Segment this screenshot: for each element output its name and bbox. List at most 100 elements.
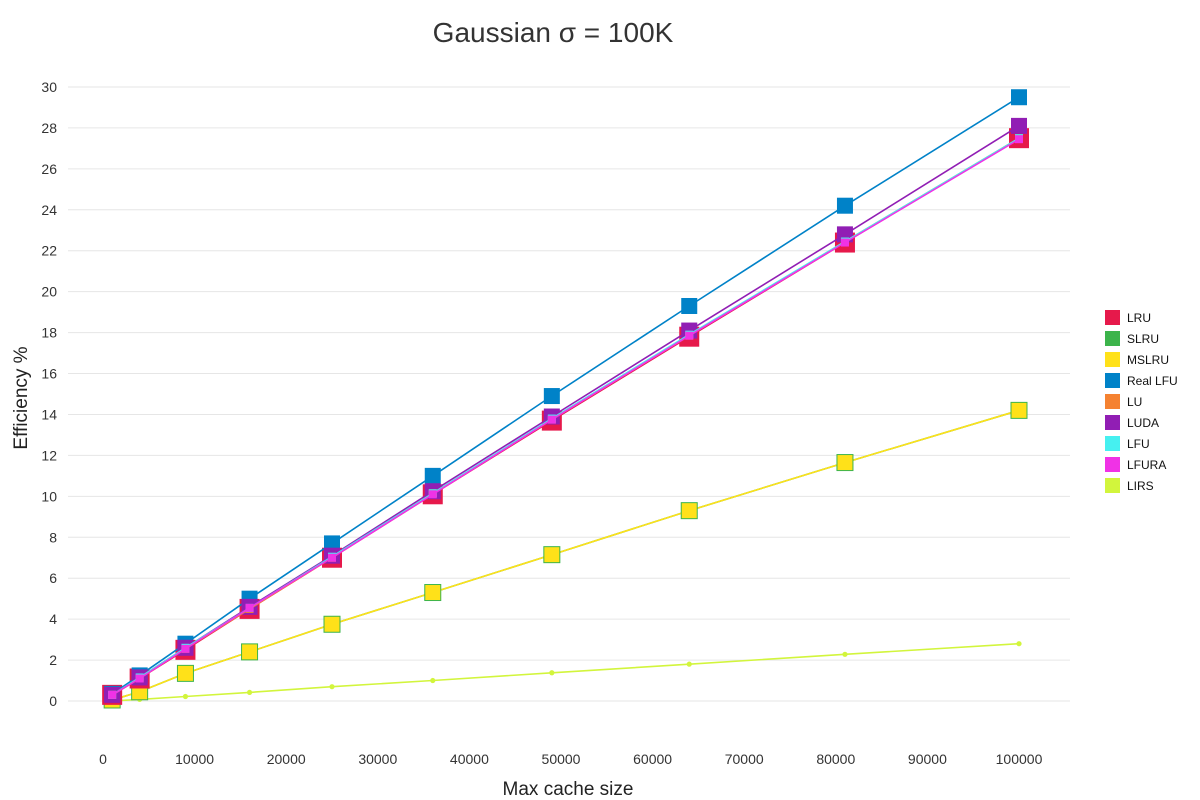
data-point [108, 690, 117, 699]
data-point [836, 197, 853, 214]
y-tick-label: 28 [41, 120, 57, 136]
data-point [685, 331, 694, 340]
x-axis-label: Max cache size [503, 779, 634, 800]
series-line [111, 138, 1020, 696]
series-lfura [108, 135, 1023, 699]
legend-swatch [1105, 457, 1120, 472]
legend-swatch [1105, 310, 1120, 325]
data-point [1011, 117, 1027, 134]
legend-swatch [1105, 352, 1120, 367]
data-point [1011, 89, 1027, 106]
x-tick-label: 40000 [450, 751, 489, 767]
legend-label: SLRU [1127, 332, 1159, 346]
x-tick-label: 50000 [542, 751, 581, 767]
data-point [424, 467, 441, 484]
legend-swatch [1105, 436, 1120, 451]
data-point [680, 502, 698, 520]
series-slru [104, 402, 1027, 708]
y-tick-label: 20 [41, 284, 57, 300]
legend-item: LIRS [1105, 478, 1154, 493]
x-tick-label: 0 [99, 751, 107, 767]
legend-swatch [1105, 373, 1120, 388]
x-tick-label: 60000 [633, 751, 672, 767]
y-tick-label: 2 [49, 652, 57, 668]
series-group [102, 89, 1029, 709]
data-point [549, 670, 555, 676]
data-point [176, 664, 194, 682]
legend-label: MSLRU [1127, 353, 1169, 367]
legend-label: LU [1127, 395, 1142, 409]
y-tick-label: 14 [41, 406, 57, 422]
legend-swatch [1105, 478, 1120, 493]
x-tick-label: 70000 [725, 751, 764, 767]
data-point [840, 238, 849, 247]
series-line [111, 409, 1020, 701]
legend-label: LIRS [1127, 479, 1154, 493]
series-line [112, 642, 1020, 702]
y-tick-label: 12 [41, 447, 57, 463]
y-tick-label: 30 [41, 79, 57, 95]
y-tick-label: 18 [41, 325, 57, 341]
legend-item: LFU [1105, 436, 1150, 451]
y-tick-label: 26 [41, 161, 57, 177]
grid [68, 86, 1070, 702]
x-tick-label: 30000 [358, 751, 397, 767]
x-tick-label: 80000 [816, 751, 855, 767]
data-point [181, 644, 190, 653]
legend-item: LRU [1105, 310, 1151, 325]
x-tick-label: 20000 [267, 751, 306, 767]
data-point [324, 535, 340, 552]
legend-label: LFURA [1127, 458, 1166, 472]
y-axis-label: Efficiency % [11, 346, 32, 449]
data-point [328, 553, 336, 562]
legend-item: MSLRU [1105, 352, 1169, 367]
series-line [111, 96, 1020, 695]
legend-swatch [1105, 331, 1120, 346]
legend-item: LU [1105, 394, 1142, 409]
x-tick-label: 90000 [908, 751, 947, 767]
data-point [241, 643, 259, 661]
data-point [424, 584, 442, 602]
legend-label: Real LFU [1127, 374, 1178, 388]
legend-item: SLRU [1105, 331, 1159, 346]
legend-swatch [1105, 394, 1120, 409]
x-tick-label: 10000 [175, 751, 214, 767]
data-point [681, 297, 698, 314]
y-tick-label: 16 [41, 366, 57, 382]
y-tick-label: 8 [49, 529, 57, 545]
data-point [543, 546, 561, 564]
series-line [111, 137, 1020, 696]
y-tick-label: 4 [49, 611, 57, 627]
x-tick-label: 100000 [996, 751, 1043, 767]
legend-item: LUDA [1105, 415, 1159, 430]
legend-label: LUDA [1127, 416, 1159, 430]
legend-label: LFU [1127, 437, 1150, 451]
data-point [686, 661, 692, 667]
legend-item: LFURA [1105, 457, 1166, 472]
data-point [836, 454, 854, 472]
data-point [543, 388, 560, 405]
legend-item: Real LFU [1105, 373, 1178, 388]
data-point [430, 677, 436, 684]
legend-label: LRU [1127, 311, 1151, 325]
series-mslru [103, 401, 1028, 709]
data-point [323, 615, 341, 633]
legend-swatch [1105, 415, 1120, 430]
y-tick-label: 24 [41, 202, 57, 218]
y-tick-label: 0 [49, 693, 57, 709]
legend: LRU SLRU MSLRU Real LFU LU LUDA LFU LFURA LIRS [1105, 310, 1178, 493]
data-point [547, 415, 556, 424]
data-point [428, 490, 437, 499]
data-point [1010, 401, 1028, 419]
y-tick-label: 10 [41, 488, 57, 504]
data-point [246, 689, 253, 696]
data-point [329, 684, 335, 690]
data-point [842, 651, 848, 657]
chart-title: Gaussian σ = 100K [433, 17, 674, 48]
y-tick-label: 6 [49, 570, 57, 586]
x-axis-ticks: 0 10000 20000 30000 40000 50000 60000 70000 8000… [99, 751, 1042, 767]
data-point [182, 693, 189, 700]
data-point [135, 674, 144, 683]
